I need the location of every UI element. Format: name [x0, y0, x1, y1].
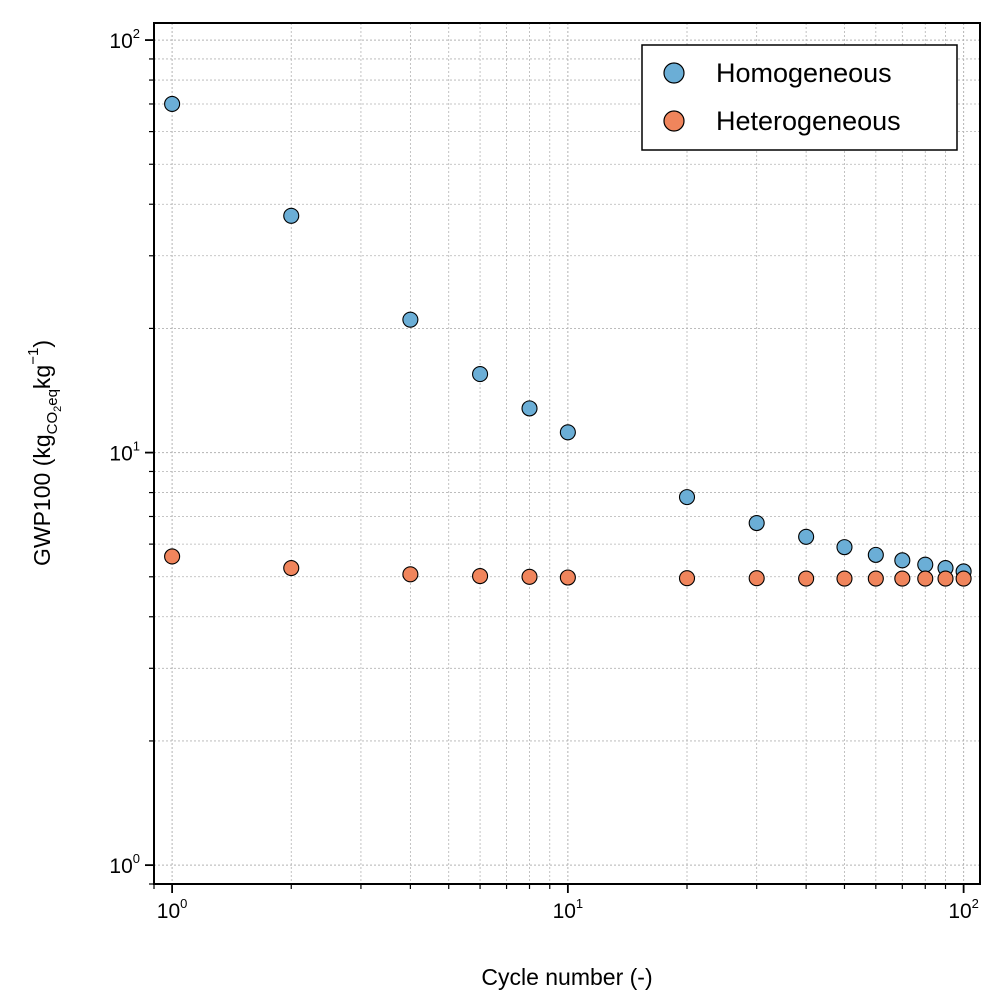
y-label-close: ): [29, 340, 55, 348]
data-points: [164, 95, 972, 587]
point-homogeneous: [836, 539, 853, 556]
y-label-main: GWP100 (kg: [29, 434, 55, 566]
point-homogeneous: [798, 528, 815, 545]
y-label-sub-eq: eq: [44, 389, 61, 406]
y-tick-label: 102: [109, 26, 140, 53]
y-label-sup: −1: [25, 348, 42, 365]
legend-label-heterogeneous: Heterogeneous: [716, 106, 901, 136]
legend: Homogeneous Heterogeneous: [641, 44, 958, 151]
tick-labels: 100 101 102 100 101 102: [109, 26, 979, 923]
point-homogeneous: [559, 424, 576, 441]
point-heterogeneous: [798, 570, 815, 587]
x-tick-label: 101: [553, 896, 584, 923]
point-heterogeneous: [917, 570, 934, 587]
y-label-sub-co: CO: [44, 412, 61, 435]
point-heterogeneous: [955, 570, 972, 587]
point-heterogeneous: [283, 559, 300, 577]
point-homogeneous: [867, 546, 884, 563]
y-tick-label: 101: [109, 439, 140, 466]
point-homogeneous: [402, 311, 419, 328]
point-homogeneous: [472, 366, 489, 383]
point-homogeneous: [164, 95, 181, 113]
point-homogeneous: [521, 400, 538, 417]
point-heterogeneous: [867, 570, 884, 587]
plot-frame: [153, 22, 981, 885]
legend-marker-heterogeneous: [663, 110, 685, 132]
x-axis-label: Cycle number (-): [481, 964, 652, 990]
point-heterogeneous: [521, 568, 538, 585]
point-heterogeneous: [678, 570, 696, 587]
point-homogeneous: [748, 514, 765, 532]
point-heterogeneous: [836, 570, 853, 587]
x-tick-label: 100: [157, 896, 188, 923]
point-heterogeneous: [402, 566, 419, 583]
point-homogeneous: [917, 556, 934, 573]
y-label-sub-2: 2: [52, 406, 64, 412]
y-label-mid: kg: [29, 365, 55, 389]
y-tick-label: 100: [109, 851, 140, 878]
point-homogeneous: [678, 489, 696, 506]
point-heterogeneous: [937, 570, 954, 587]
legend-label-homogeneous: Homogeneous: [716, 58, 892, 88]
x-tick-label: 102: [948, 896, 979, 923]
point-heterogeneous: [472, 568, 489, 585]
y-axis-label: GWP100 (kgCO2eqkg−1): [25, 340, 64, 566]
point-heterogeneous: [894, 570, 911, 587]
grid-lines: [153, 23, 980, 885]
legend-box: [641, 44, 958, 151]
legend-marker-homogeneous: [663, 62, 685, 84]
point-heterogeneous: [748, 570, 765, 587]
point-homogeneous: [283, 207, 300, 224]
point-heterogeneous: [164, 548, 181, 565]
point-homogeneous: [894, 552, 911, 569]
point-heterogeneous: [559, 569, 576, 586]
